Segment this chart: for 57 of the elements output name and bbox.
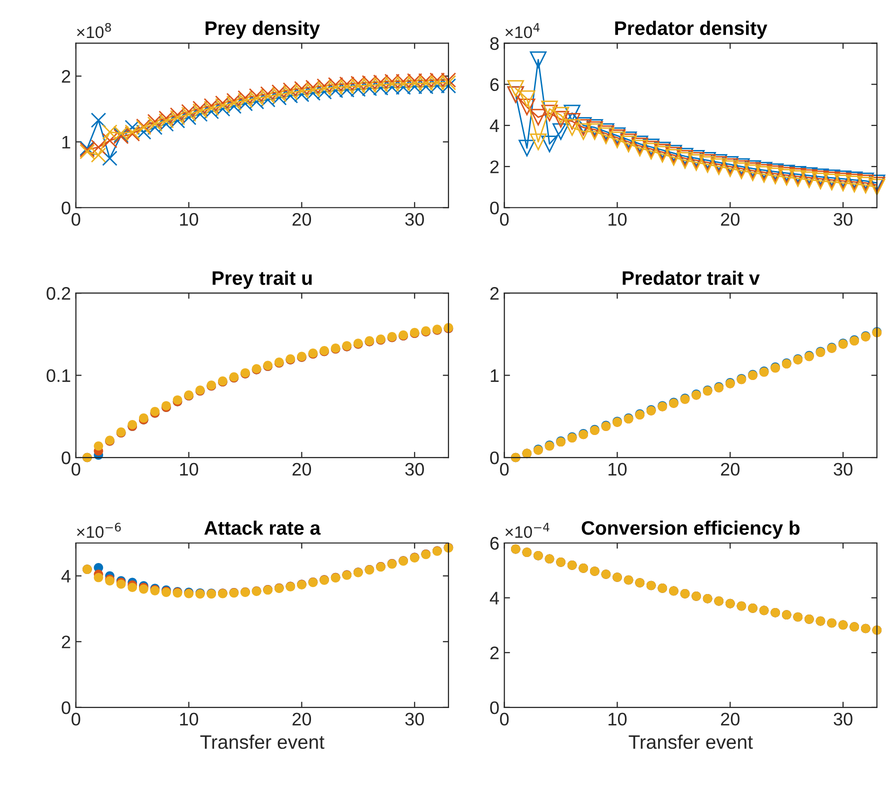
- x-tick-label: 0: [72, 712, 80, 726]
- y-tick-label: 0: [490, 202, 499, 214]
- x-axis-title: Transfer event: [200, 734, 324, 749]
- y-tick-label: 0: [490, 701, 499, 714]
- x-tick-label: 20: [292, 462, 312, 476]
- x-tick-label: 30: [834, 712, 852, 726]
- text: ×10$^{−6}$: [77, 522, 121, 538]
- y-tick-label: 0: [62, 701, 70, 714]
- y-tick-label: 0: [62, 202, 70, 214]
- text: ×10$^{−4}$: [506, 522, 550, 538]
- y-tick-label: 2: [490, 287, 499, 300]
- y-tick-label: 4: [490, 592, 499, 604]
- y-tick-label: 6: [490, 536, 499, 550]
- y-tick-label: 0: [62, 451, 70, 464]
- chart-title: Prey density: [206, 20, 320, 39]
- chart-title: Predator trait v: [622, 270, 760, 285]
- y-tick-label: 6: [490, 78, 499, 92]
- y-tick-label: 1: [490, 369, 499, 382]
- x-tick-label: 0: [72, 212, 80, 226]
- x-tick-label: 20: [721, 462, 740, 476]
- x-axis-title: Transfer event: [628, 734, 753, 749]
- chart-title: Prey trait u: [212, 270, 312, 289]
- x-tick-label: 10: [180, 212, 198, 226]
- y-tick-label: 0.1: [46, 369, 70, 382]
- chart-title: Conversion efficiency b: [582, 520, 800, 539]
- x-tick-label: 30: [405, 712, 424, 726]
- x-tick-label: 10: [608, 212, 627, 226]
- x-tick-label: 20: [721, 212, 740, 226]
- y-tick-label: 2: [490, 646, 499, 660]
- text: ×10$^{8}$: [77, 22, 111, 38]
- y-tick-label: 2: [62, 70, 70, 83]
- x-tick-label: 0: [500, 212, 509, 226]
- x-tick-label: 20: [292, 212, 312, 226]
- x-tick-label: 30: [834, 212, 852, 226]
- y-tick-label: 4: [61, 570, 71, 582]
- y-tick-label: 0.2: [46, 287, 70, 300]
- y-tick-label: 2: [62, 636, 70, 648]
- text: ×10$^{4}$: [506, 23, 540, 38]
- x-tick-label: 30: [405, 212, 424, 226]
- chart-title: Attack rate a: [204, 520, 321, 535]
- y-tick-label: 0: [490, 451, 499, 464]
- x-tick-label: 0: [500, 712, 509, 726]
- x-tick-label: 10: [608, 712, 627, 726]
- x-tick-label: 30: [405, 462, 424, 476]
- y-tick-label: 4: [490, 120, 499, 132]
- y-tick-label: 1: [62, 136, 70, 148]
- x-tick-label: 10: [608, 462, 627, 476]
- x-tick-label: 10: [180, 712, 198, 726]
- chart-title: Predator density: [615, 20, 768, 39]
- x-tick-label: 10: [180, 462, 198, 476]
- x-tick-label: 30: [834, 462, 852, 476]
- x-tick-label: 0: [500, 462, 509, 476]
- x-tick-label: 20: [721, 712, 740, 726]
- x-tick-label: 0: [72, 462, 80, 476]
- x-tick-label: 20: [292, 712, 312, 726]
- y-tick-label: 8: [490, 37, 499, 50]
- y-tick-label: 2: [490, 160, 499, 174]
